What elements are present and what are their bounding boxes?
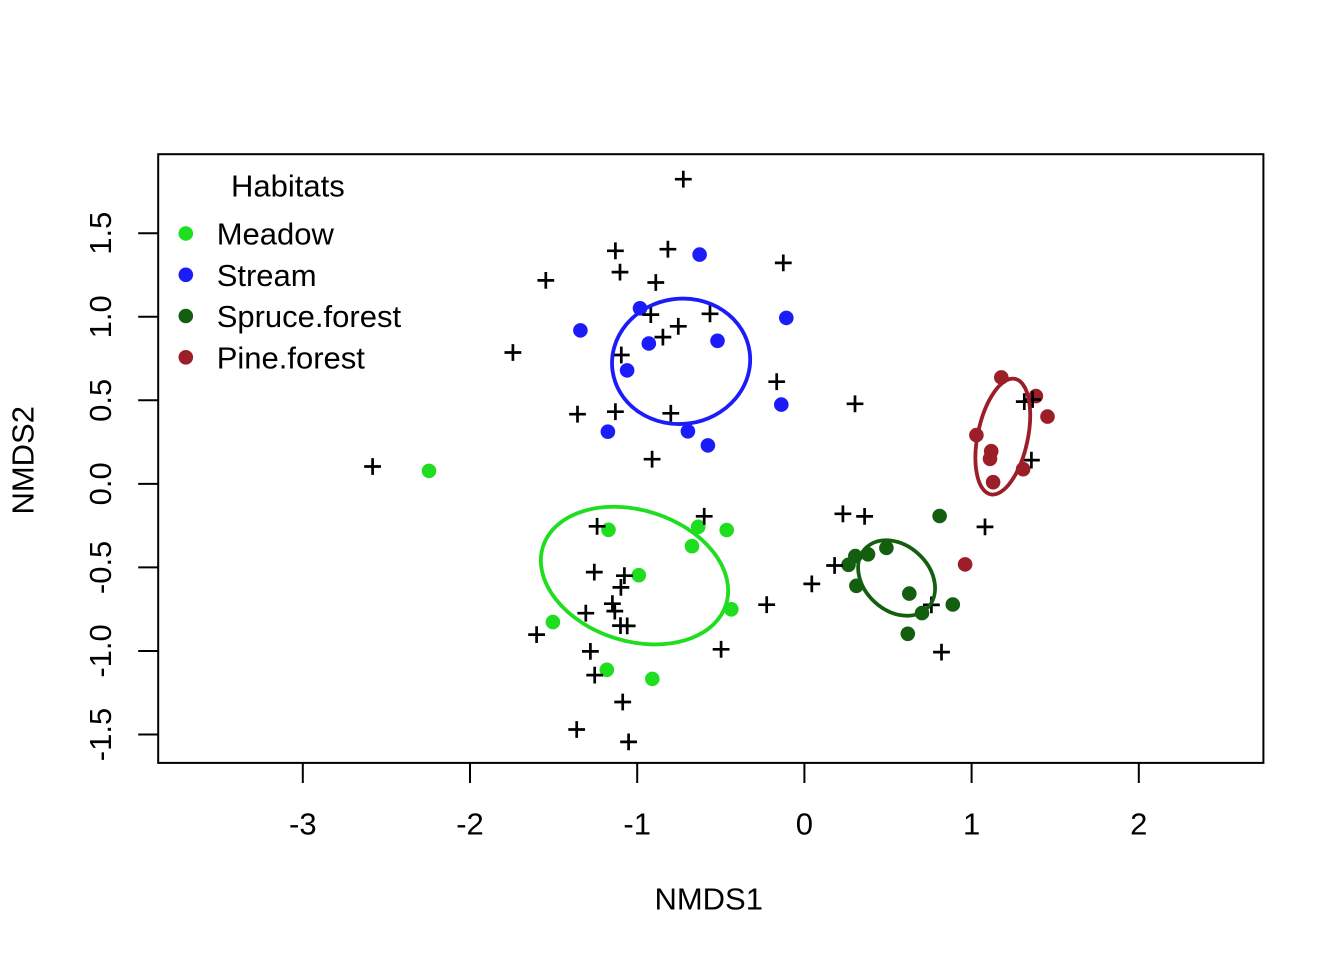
svg-text:1.5: 1.5 [83,212,118,255]
svg-text:NMDS1: NMDS1 [654,882,763,917]
svg-text:2: 2 [1130,807,1147,842]
svg-text:1: 1 [963,807,980,842]
svg-text:0.0: 0.0 [83,462,118,505]
svg-text:-2: -2 [456,807,484,842]
svg-text:Spruce.forest: Spruce.forest [217,299,402,334]
svg-text:-1.5: -1.5 [83,708,118,761]
svg-text:-3: -3 [289,807,317,842]
svg-text:-1.0: -1.0 [83,624,118,677]
svg-text:0: 0 [796,807,813,842]
svg-text:-0.5: -0.5 [83,541,118,594]
svg-text:Stream: Stream [217,258,317,293]
svg-text:Habitats: Habitats [231,169,345,204]
svg-text:NMDS2: NMDS2 [5,406,40,515]
svg-text:1.0: 1.0 [83,295,118,338]
svg-text:Pine.forest: Pine.forest [217,340,366,375]
svg-text:0.5: 0.5 [83,379,118,422]
svg-text:Meadow: Meadow [217,217,335,252]
svg-text:-1: -1 [623,807,651,842]
